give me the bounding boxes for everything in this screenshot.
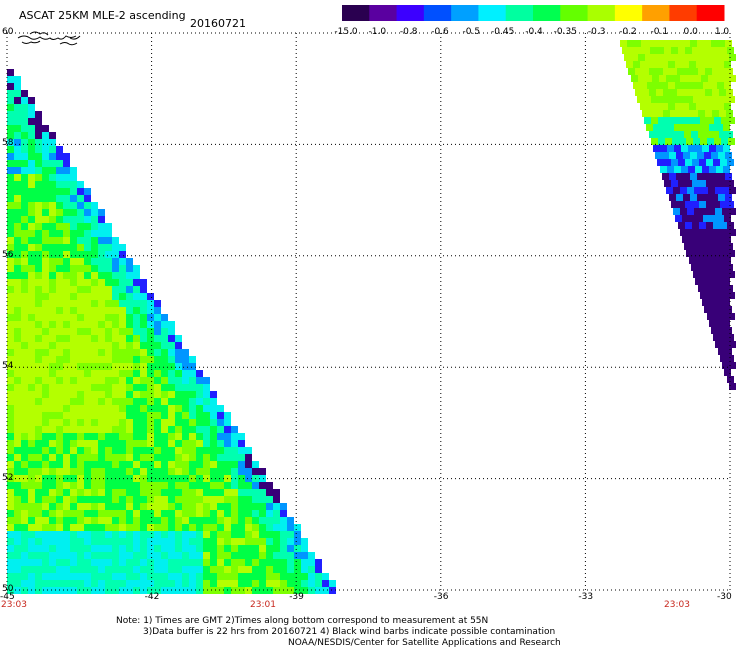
colorbar-tick-label: -0.5 [462,27,481,37]
colorbar-tick-label: 0.0 [683,27,698,37]
colorbar-tick-label: -1.0 [368,27,387,37]
longitude-tick-label: -42 [144,592,160,602]
latitude-tick-label: 50 [2,584,14,594]
latitude-tick-label: 58 [2,138,14,149]
latitude-tick-label: 60 [2,27,14,37]
latitude-tick-label: 52 [2,472,14,483]
colorbar-segment [696,5,725,21]
colorbar-segment [587,5,616,21]
note-line-3: NOAA/NESDIS/Center for Satellite Applica… [288,638,561,648]
latitude-tick-label: 54 [2,361,14,372]
colorbar-segment [423,5,452,21]
time-label-middle: 23:01 [250,600,276,610]
colorbar-segment [451,5,479,21]
note-line-1: Note: 1) Times are GMT 2)Times along bot… [116,616,489,626]
longitude-tick-label: -33 [578,592,594,602]
colorbar-tick-label: -0.8 [399,27,418,37]
time-label-right: 23:03 [664,600,690,610]
colorbar-segment [614,5,643,21]
time-label-left: 23:03 [1,600,27,610]
left-swath [7,69,336,594]
map-title: ASCAT 25KM MLE-2 ascending [19,9,186,22]
colorbar-tick-label: 1.0 [714,27,730,37]
colorbar-tick-label: -0.4 [525,27,543,37]
lat-lon-grid [6,32,731,591]
colorbar-segment [669,5,698,21]
colorbar-segment [505,5,534,21]
longitude-tick-label: -39 [289,592,304,602]
latitude-tick-label: 56 [2,249,14,260]
map-date: 20160721 [190,17,246,30]
colorbar-tick-label: -0.1 [650,27,669,37]
colorbar-tick-label: -0.2 [619,27,637,37]
longitude-tick-label: -45 [0,592,15,602]
note-line-2: 3)Data buffer is 22 hrs from 20160721 4)… [143,627,556,637]
colorbar-tick-label: -0.3 [587,27,606,37]
colorbar-segment [642,5,670,21]
colorbar-segment [369,5,398,21]
colorbar-tick-label: -0.45 [491,27,515,37]
coastline-greenland [17,31,81,46]
colorbar-tick-label: -15.0 [334,27,358,37]
colorbar-segment [533,5,561,21]
colorbar-segment [560,5,589,21]
colorbar-segment [342,5,370,21]
right-swath [620,40,736,390]
colorbar [342,5,725,21]
colorbar-segment [396,5,425,21]
colorbar-tick-label: -0.35 [553,27,577,37]
colorbar-segment [478,5,507,21]
colorbar-tick-label: -0.6 [431,27,449,37]
longitude-tick-label: -36 [433,592,449,602]
longitude-tick-label: -30 [717,592,732,602]
